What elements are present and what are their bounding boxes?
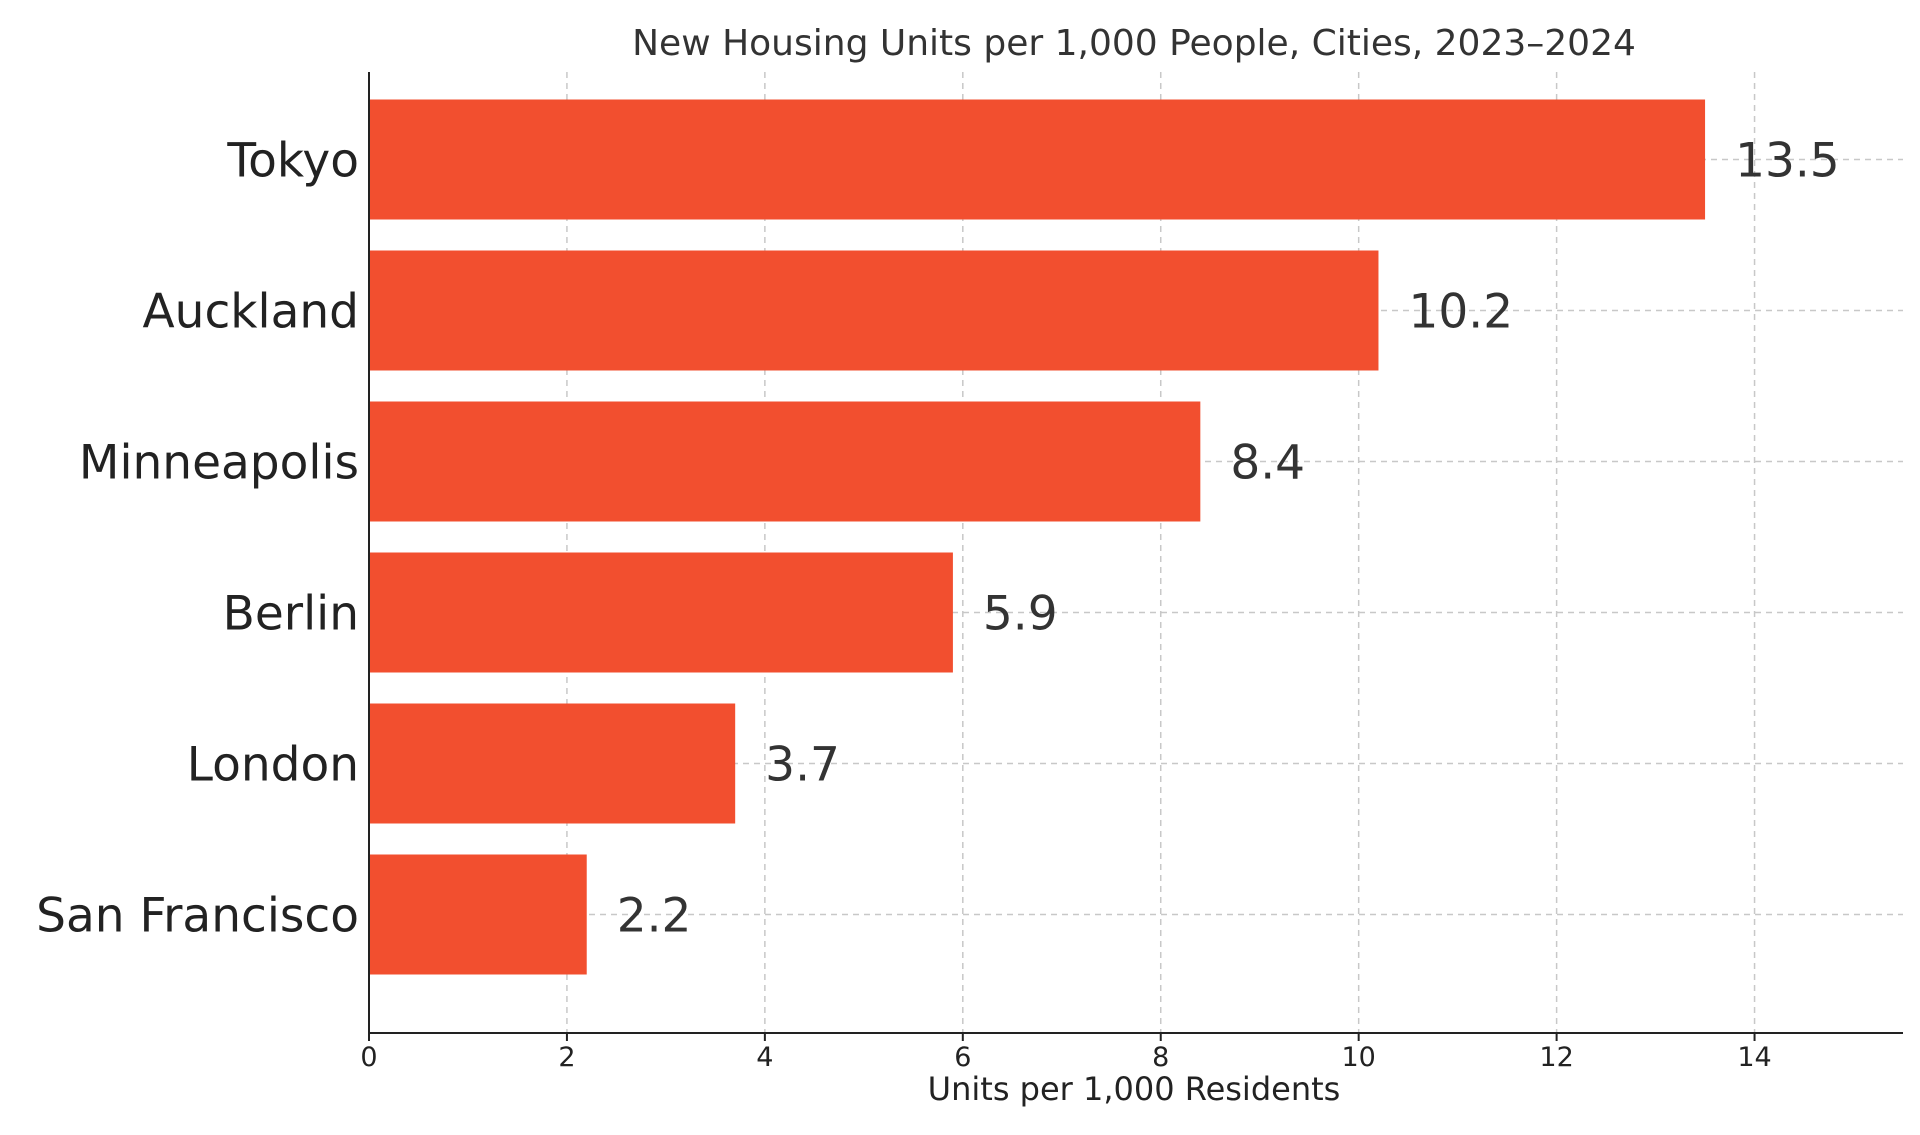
x-tick-label: 14: [1737, 1042, 1771, 1073]
data-label: 13.5: [1735, 134, 1840, 189]
data-label: 5.9: [983, 587, 1058, 642]
bar: [369, 401, 1201, 522]
data-label: 8.4: [1230, 436, 1305, 491]
data-label: 2.2: [617, 889, 692, 944]
category-label: Berlin: [223, 587, 359, 642]
category-label: San Francisco: [36, 889, 359, 944]
x-tick-label: 0: [360, 1042, 377, 1073]
category-label: Auckland: [143, 285, 359, 340]
category-label: London: [187, 738, 359, 793]
x-tick-label: 12: [1539, 1042, 1573, 1073]
chart-title: New Housing Units per 1,000 People, Citi…: [632, 23, 1636, 64]
x-axis-title: Units per 1,000 Residents: [928, 1070, 1341, 1108]
x-tick-label: 2: [558, 1042, 575, 1073]
bar: [369, 854, 587, 975]
x-tick-label: 8: [1152, 1042, 1169, 1073]
bar: [369, 250, 1379, 371]
x-axis-ticks: 0 2 4 6 8 10 12 14: [360, 1033, 1772, 1073]
bar: [369, 703, 736, 824]
bar: [369, 552, 953, 673]
data-label: 3.7: [765, 738, 840, 793]
labels: Tokyo 13.5 Auckland 10.2 Minneapolis 8.4 Berli…: [36, 134, 1840, 944]
data-label: 10.2: [1408, 285, 1513, 340]
bar: [369, 99, 1706, 220]
x-tick-label: 10: [1341, 1042, 1375, 1073]
bars: [369, 99, 1706, 975]
category-label: Tokyo: [226, 134, 359, 189]
x-tick-label: 4: [756, 1042, 773, 1073]
x-tick-label: 6: [954, 1042, 971, 1073]
category-label: Minneapolis: [79, 436, 359, 491]
